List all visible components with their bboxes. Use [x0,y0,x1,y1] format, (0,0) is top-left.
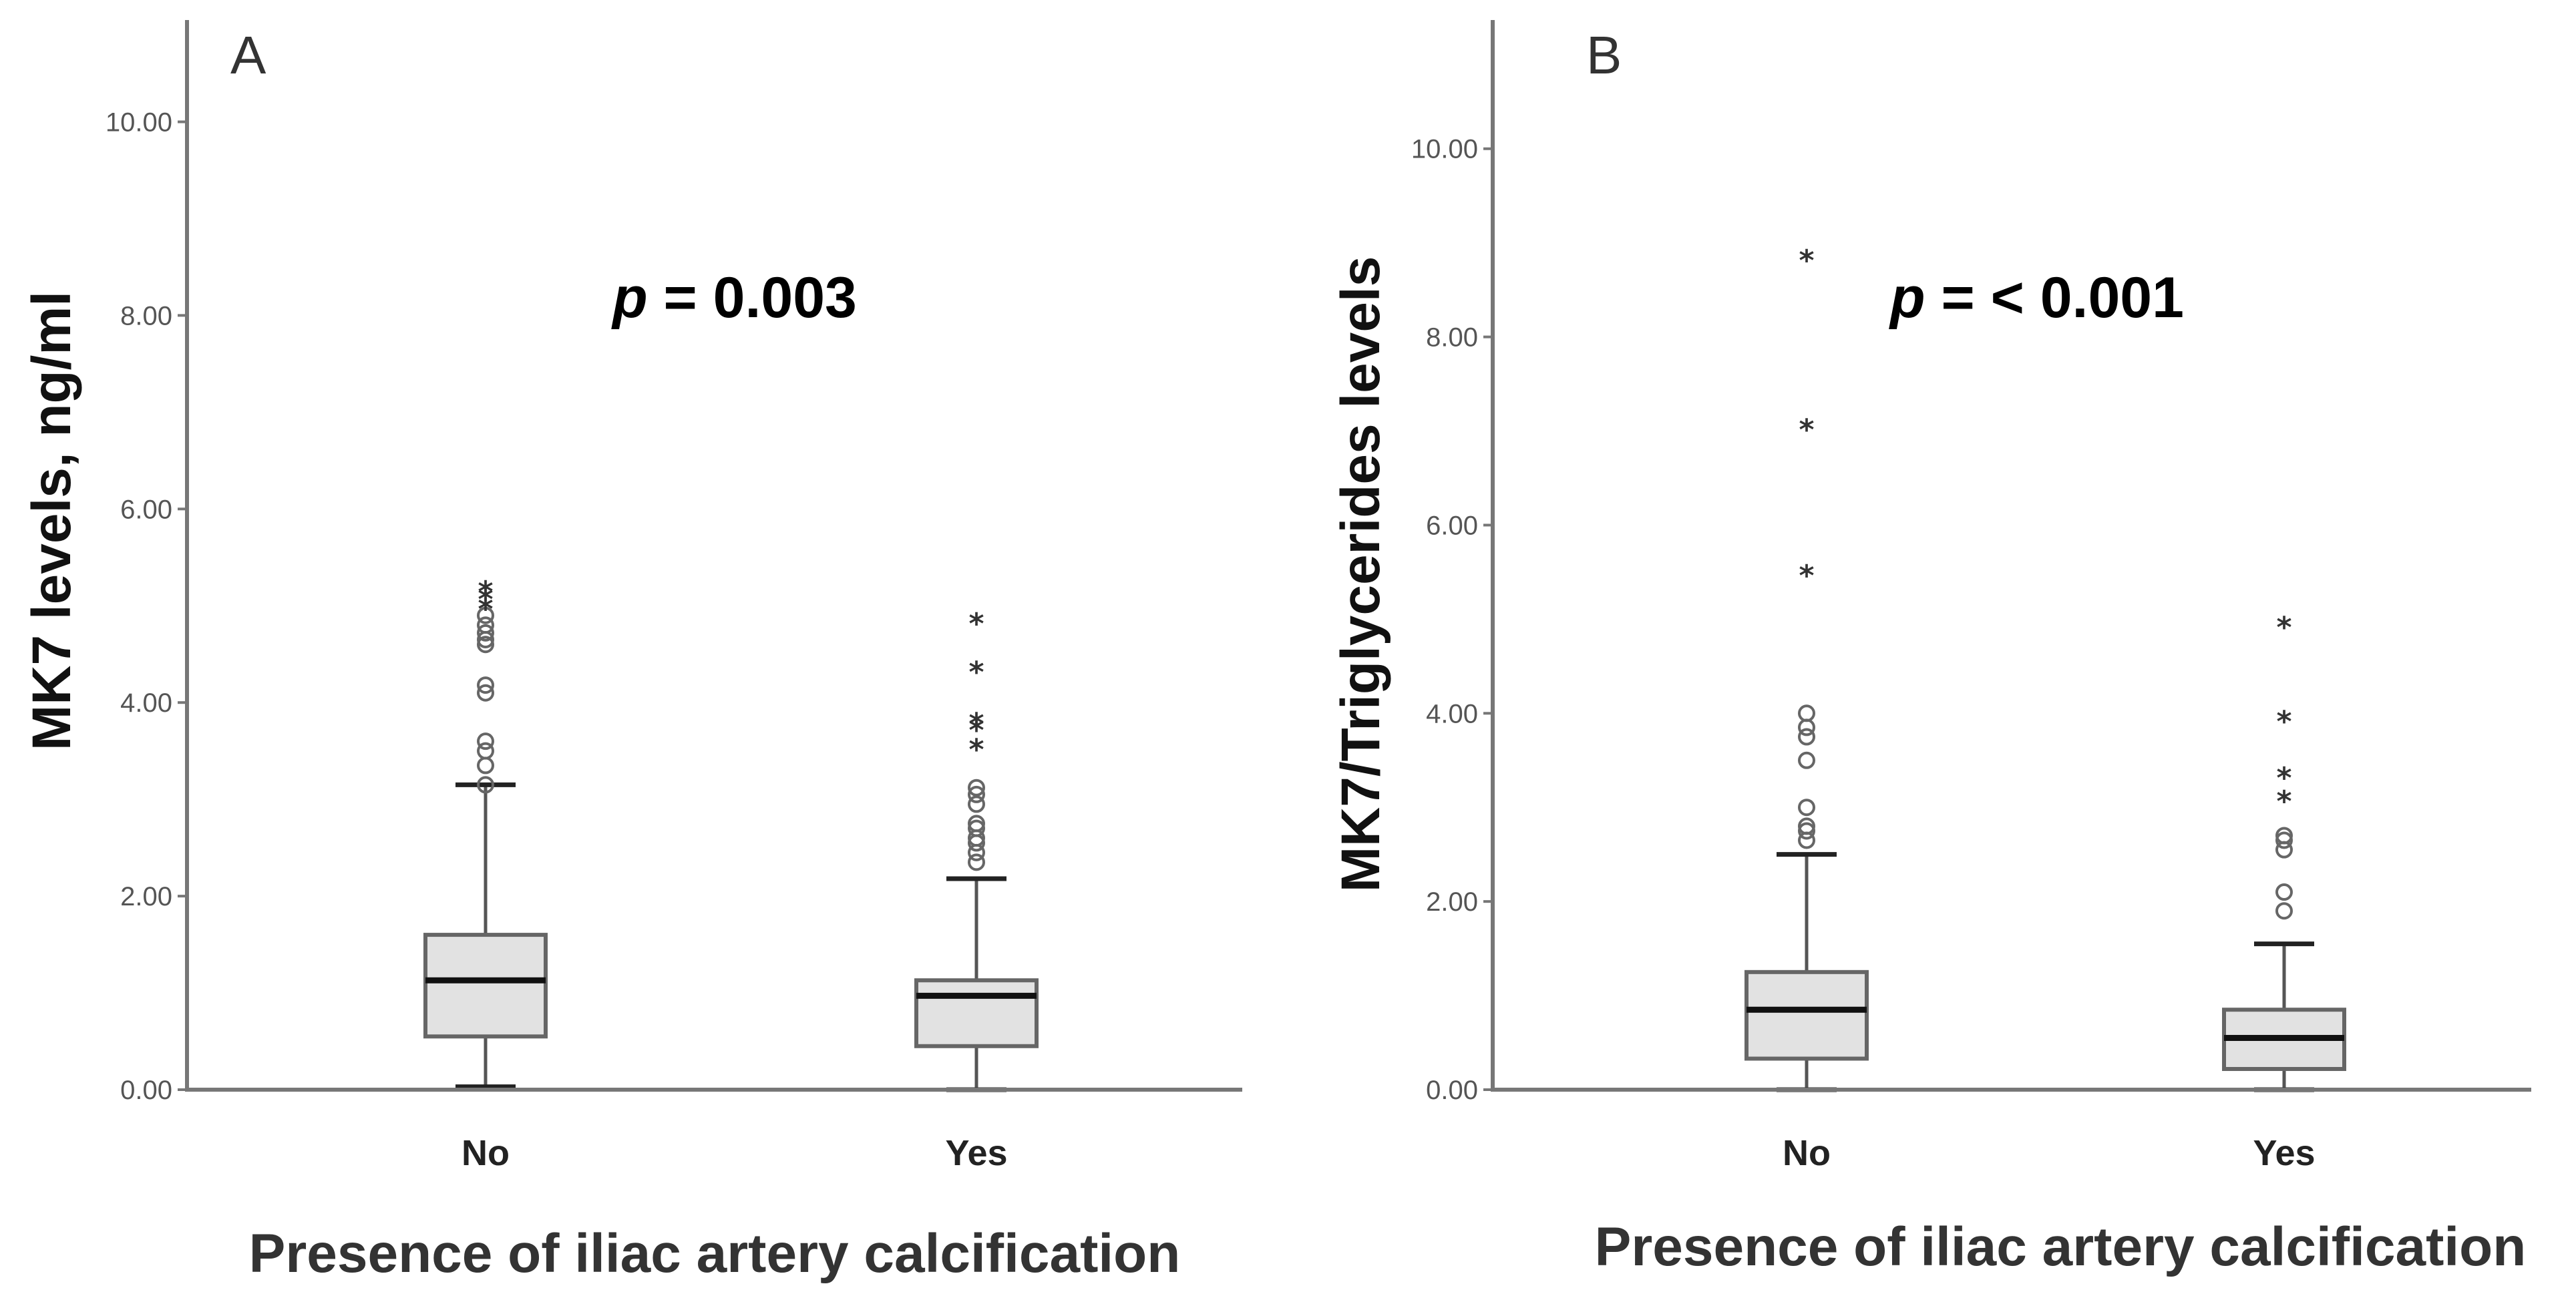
outlier-circle [968,853,985,871]
outlier-circle [968,819,985,837]
panel-a-p-text: = 0.003 [648,266,857,330]
panel-a-y-tick-label: 10.00 [106,107,172,137]
outlier-star: * [968,732,984,767]
panel-a-box-yes: ***** [914,607,1039,1092]
box-iqr [423,933,548,1039]
outlier-circle [477,606,494,624]
panel-b-box-yes: **** [2222,610,2346,1092]
outlier-star: * [968,655,984,689]
outlier-circle [968,795,985,813]
outlier-star: * [2276,761,2291,795]
panel-b-y-tick-label: 2.00 [1426,887,1478,917]
panel-b-category-label: No [1783,1133,1831,1173]
outlier-circle [1798,822,1815,840]
panel-b-category-label: Yes [2253,1133,2315,1173]
outlier-circle [1798,799,1815,817]
outlier-star: * [968,607,984,641]
panel-a-y-tick-label: 0.00 [120,1076,172,1105]
panel-a-category-label: Yes [945,1133,1007,1173]
panel-b: B p = < 0.001 MK7/Triglycerides levels P… [1330,20,2531,1277]
panel-b-y-tick-label: 0.00 [1426,1076,1478,1105]
outlier-circle [968,779,985,797]
outlier-star: * [968,713,984,747]
panel-a-y-ticks: 0.00 2.00 4.00 6.00 8.00 10.00 [106,107,187,1105]
outlier-star: * [2276,704,2291,738]
outlier-star: * [478,592,493,626]
panel-a-y-tick-label: 8.00 [120,301,172,331]
panel-a-category-label: No [462,1133,510,1173]
outlier-circle [477,756,494,775]
panel-b-p-value: p = < 0.001 [1889,266,2184,330]
box-iqr [914,978,1039,1048]
panel-a-y-tick-label: 4.00 [120,688,172,718]
outlier-star: * [1799,244,1814,278]
panel-a-y-axis-label: MK7 levels, ng/ml [21,291,82,750]
outlier-circle [1798,728,1815,746]
panel-b-p-symbol: p [1889,266,1925,330]
outlier-circle [2275,831,2293,849]
outlier-circle [1798,817,1815,835]
panel-a-boxes: ******** [423,575,1039,1092]
outlier-circle [477,684,494,702]
outlier-circle [477,624,494,642]
outlier-star: * [2276,785,2291,819]
panel-a: A p = 0.003 MK7 levels, ng/ml Presence o… [21,20,1242,1284]
outlier-circle [477,732,494,750]
panel-b-y-axis-label: MK7/Triglycerides levels [1330,256,1391,893]
panel-b-box-no: * * * [1744,244,1869,1092]
panel-b-label: B [1586,25,1622,85]
outlier-circle [1798,704,1815,722]
outlier-circle [2275,902,2293,920]
outlier-circle [1798,751,1815,769]
panel-b-boxes: ******* [1744,244,2346,1092]
outlier-star: * [1799,413,1814,447]
outlier-star: * [968,706,984,740]
panel-b-categories: No Yes [1783,1133,2316,1173]
panel-a-x-axis-label: Presence of iliac artery calcification [249,1223,1181,1284]
outlier-circle [2275,883,2293,901]
panel-a-p-symbol: p [611,266,648,330]
panel-a-y-tick-label: 2.00 [120,882,172,911]
outlier-circle [477,742,494,760]
panel-b-y-ticks: 0.00 2.00 4.00 6.00 8.00 10.00 [1411,135,1493,1105]
outlier-circle [968,785,985,803]
panel-b-y-tick-label: 10.00 [1411,135,1478,164]
panel-b-x-axis-label: Presence of iliac artery calcification [1595,1217,2527,1277]
outlier-star: * [478,575,493,609]
panel-b-p-text: = < 0.001 [1925,266,2184,330]
outlier-circle [968,815,985,833]
outlier-star: * [2276,610,2291,644]
panel-a-label: A [230,25,266,85]
outlier-circle [477,636,494,654]
panel-b-y-tick-label: 6.00 [1426,511,1478,540]
panel-a-categories: No Yes [462,1133,1008,1173]
outlier-circle [477,776,494,794]
outlier-circle [477,616,494,634]
panel-a-p-value: p = 0.003 [611,266,857,330]
panel-b-y-tick-label: 4.00 [1426,699,1478,728]
outlier-circle [2275,827,2293,845]
outlier-star: * [1799,559,1814,593]
panel-a-y-tick-label: 6.00 [120,495,172,524]
outlier-circle [1798,718,1815,736]
panel-a-box-no: *** [423,575,548,1090]
box-iqr [1744,969,1869,1061]
outlier-star: * [478,583,493,617]
panel-b-y-tick-label: 8.00 [1426,323,1478,353]
outlier-circle [477,676,494,694]
